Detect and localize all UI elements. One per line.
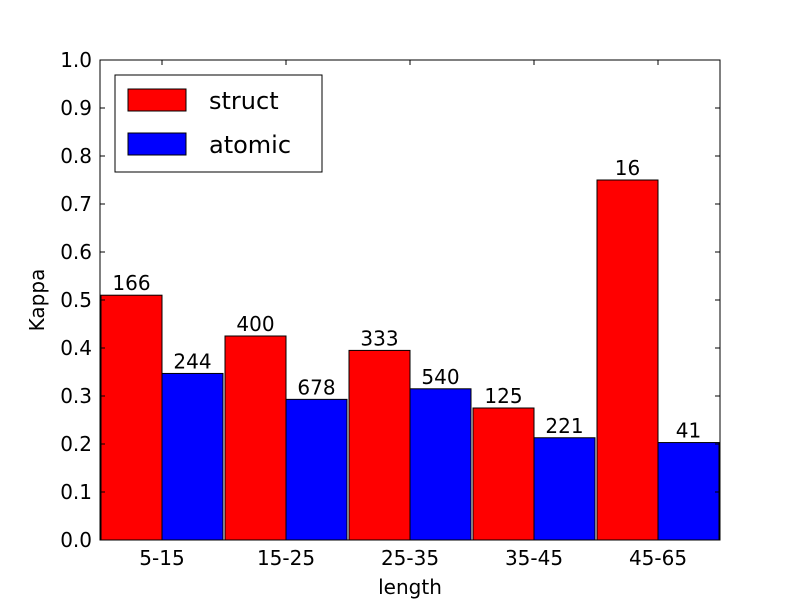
legend-swatch-struct — [127, 88, 187, 112]
data-label-atomic-5-15: 244 — [173, 349, 211, 373]
y-axis: 0.0 0.1 0.2 0.3 0.4 0.5 0.6 0.7 0.8 0.9 1.0 — [60, 48, 720, 552]
data-label-struct-5-15: 166 — [112, 271, 150, 295]
data-label-atomic-15-25: 678 — [297, 375, 335, 399]
y-tick-label: 0.7 — [60, 192, 92, 216]
y-tick-label: 0.2 — [60, 432, 92, 456]
y-tick-label: 0.3 — [60, 384, 92, 408]
data-label-struct-35-45: 125 — [484, 384, 522, 408]
y-tick-label: 0.9 — [60, 96, 92, 120]
bar-atomic-15-25 — [285, 398, 348, 541]
legend-label-atomic: atomic — [209, 131, 291, 159]
data-label-atomic-35-45: 221 — [545, 414, 583, 438]
x-tick-label: 45-65 — [629, 546, 687, 570]
y-tick-label: 0.6 — [60, 240, 92, 264]
y-tick-label: 0.5 — [60, 288, 92, 312]
data-label-struct-25-35: 333 — [360, 326, 398, 350]
x-axis-label: length — [378, 575, 442, 599]
bar-atomic-25-35 — [409, 388, 472, 541]
y-axis-label: Kappa — [25, 269, 49, 332]
y-tick-label: 0.0 — [60, 528, 92, 552]
x-tick-label: 5-15 — [139, 546, 184, 570]
bar-struct-5-15 — [100, 294, 163, 541]
x-tick-label: 25-35 — [381, 546, 439, 570]
bar-struct-15-25 — [224, 335, 287, 541]
legend-label-struct: struct — [209, 87, 279, 115]
y-tick-label: 0.4 — [60, 336, 92, 360]
x-tick-label: 15-25 — [257, 546, 315, 570]
data-label-struct-45-65: 16 — [615, 156, 640, 180]
y-tick-label: 0.1 — [60, 480, 92, 504]
y-tick-label: 1.0 — [60, 48, 92, 72]
bar-struct-45-65 — [596, 179, 659, 541]
bar-struct-25-35 — [348, 349, 411, 541]
legend: struct atomic — [114, 74, 323, 173]
bar-atomic-35-45 — [533, 437, 596, 541]
data-label-atomic-25-35: 540 — [421, 365, 459, 389]
bar-struct-35-45 — [472, 407, 535, 541]
data-label-group: 166 400 333 125 16 244 678 540 221 41 — [112, 156, 701, 443]
x-axis: 5-15 15-25 25-35 35-45 45-65 — [139, 60, 687, 570]
data-label-struct-15-25: 400 — [236, 312, 274, 336]
bar-group — [100, 179, 720, 541]
x-tick-label: 35-45 — [505, 546, 563, 570]
y-tick-label: 0.8 — [60, 144, 92, 168]
data-label-atomic-45-65: 41 — [676, 419, 701, 443]
legend-swatch-atomic — [127, 132, 187, 156]
bar-atomic-5-15 — [161, 372, 224, 541]
bar-atomic-45-65 — [657, 442, 720, 541]
